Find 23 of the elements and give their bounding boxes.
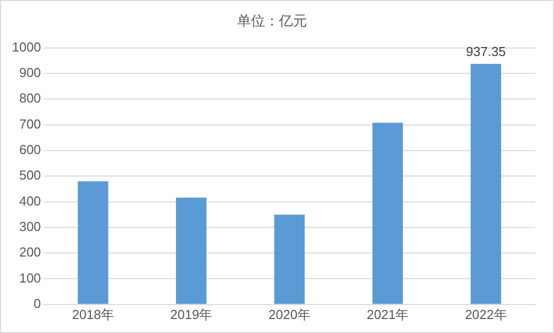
x-tick-label: 2018年 bbox=[72, 306, 114, 322]
y-tick-label: 800 bbox=[19, 90, 41, 106]
x-tick-label: 2020年 bbox=[268, 306, 310, 322]
y-tick-label: 500 bbox=[19, 168, 41, 183]
y-tick-label: 700 bbox=[19, 116, 41, 132]
x-tick-label: 2019年 bbox=[170, 306, 212, 322]
y-tick-label: 1000 bbox=[12, 39, 41, 54]
bar bbox=[470, 64, 502, 304]
y-tick-label: 100 bbox=[19, 270, 41, 286]
bar bbox=[78, 181, 108, 304]
x-tick-label: 2022年 bbox=[464, 306, 507, 322]
y-tick-label: 900 bbox=[19, 65, 41, 80]
y-tick-label: 200 bbox=[19, 244, 41, 260]
y-tick-label: 400 bbox=[19, 193, 41, 208]
data-label: 937.35 bbox=[466, 44, 506, 59]
bar bbox=[274, 214, 305, 304]
y-tick-label: 0 bbox=[34, 296, 41, 311]
bar bbox=[372, 122, 403, 304]
chart-title: 单位：亿元 bbox=[237, 12, 307, 28]
y-tick-label: 300 bbox=[19, 219, 41, 234]
bar bbox=[176, 198, 206, 304]
x-tick-label: 2021年 bbox=[366, 306, 409, 322]
y-tick-label: 600 bbox=[19, 142, 41, 158]
